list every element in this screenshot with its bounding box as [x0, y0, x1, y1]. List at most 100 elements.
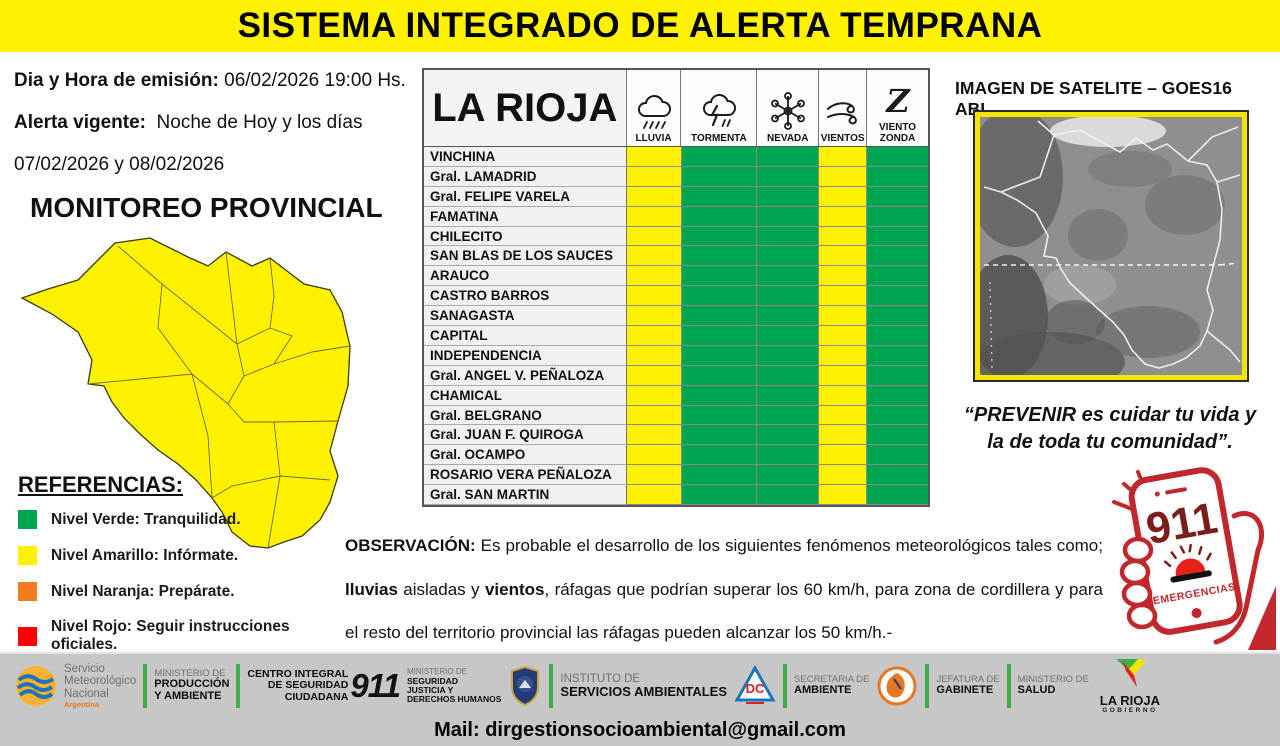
- smn-subtext: Argentina: [64, 699, 100, 709]
- alert-level-cell: [819, 365, 868, 386]
- legend-item: Nivel Amarillo: Infórmate.: [18, 546, 348, 565]
- column-label: LLUVIA: [635, 133, 672, 144]
- alert-level-cell: [867, 485, 928, 506]
- alert-level-cell: [819, 445, 868, 466]
- alert-level-cell: [819, 186, 868, 207]
- table-row: CHAMICAL: [424, 385, 928, 406]
- table-row: Gral. BELGRANO: [424, 405, 928, 426]
- alert-level-cell: [681, 206, 758, 227]
- alert-level-cell: [867, 425, 928, 446]
- svg-text:DC: DC: [746, 681, 765, 696]
- smn-text: Servicio: [64, 663, 105, 676]
- alert-level-cell: [757, 306, 820, 327]
- emission-line: Dia y Hora de emisión: 06/02/2026 19:00 …: [14, 70, 424, 92]
- alert-level-cell: [757, 186, 820, 207]
- province-map: [20, 237, 351, 549]
- alert-table-body: VINCHINA Gral. LAMADRID Gral. FELIPE VAREL…: [424, 147, 928, 506]
- alert-level-cell: [681, 485, 758, 506]
- alert-level-cell: [757, 465, 820, 486]
- alert-level-cell: [626, 306, 682, 327]
- legend-label: Nivel Amarillo: Infórmate.: [51, 546, 239, 564]
- department-name: FAMATINA: [424, 206, 627, 227]
- alert-level-cell: [757, 365, 820, 386]
- green-divider: [236, 664, 241, 708]
- jefatura-gabinete-block: JEFATURA DE GABINETE: [936, 673, 1000, 697]
- snowflake-icon: [770, 92, 805, 130]
- alert-level-cell: [819, 147, 868, 167]
- department-name: SANAGASTA: [424, 306, 627, 327]
- smn-icon: [16, 666, 56, 706]
- emission-label: Dia y Hora de emisión:: [14, 70, 219, 91]
- alert-level-cell: [819, 166, 868, 187]
- table-row: CAPITAL: [424, 326, 928, 346]
- green-divider: [783, 664, 788, 708]
- alert-level-cell: [867, 246, 928, 267]
- emission-value: 06/02/2026 19:00 Hs.: [224, 70, 406, 91]
- legend-color-swatch: [18, 510, 37, 529]
- alert-level-cell: [681, 425, 758, 446]
- alert-level-cell: [626, 445, 682, 466]
- department-name: CHAMICAL: [424, 385, 627, 406]
- alert-level-cell: [757, 385, 820, 406]
- legend-item: Nivel Naranja: Prepárate.: [18, 582, 348, 601]
- alert-level-cell: [626, 485, 682, 506]
- column-viento-zonda: Z VIENTO ZONDA: [867, 70, 928, 146]
- legend-color-swatch: [18, 626, 37, 646]
- alert-level-cell: [867, 186, 928, 207]
- table-row: Gral. SAN MARTIN: [424, 485, 928, 506]
- alert-dates: 07/02/2026 y 08/02/2026: [14, 154, 225, 175]
- alert-level-cell: [757, 405, 820, 426]
- table-row: SAN BLAS DE LOS SAUCES: [424, 246, 928, 267]
- alert-level-cell: [626, 385, 682, 406]
- department-name: SAN BLAS DE LOS SAUCES: [424, 246, 627, 267]
- emergency-number: 911: [1143, 493, 1221, 554]
- legend-label: Nivel Naranja: Prepárate.: [51, 582, 235, 600]
- alert-level-cell: [757, 147, 820, 167]
- alert-level-cell: [626, 405, 682, 426]
- column-label: VIENTOS: [820, 133, 865, 144]
- legend-item: Nivel Rojo: Seguir instrucciones oficial…: [18, 618, 348, 654]
- alert-level-cell: [819, 226, 868, 247]
- alert-level-cell: [867, 206, 928, 227]
- table-row: ARAUCO: [424, 266, 928, 287]
- department-name: Gral. BELGRANO: [424, 405, 627, 426]
- green-divider: [549, 664, 554, 708]
- alert-level-cell: [681, 147, 758, 167]
- department-borders: [87, 245, 351, 549]
- alert-level-cell: [867, 226, 928, 247]
- alert-level-cell: [681, 286, 758, 307]
- column-vientos: VIENTOS: [819, 70, 868, 146]
- alert-level-cell: [757, 246, 820, 267]
- alert-level-cell: [626, 365, 682, 386]
- department-name: Gral. JUAN F. QUIROGA: [424, 425, 627, 446]
- department-name: CHILECITO: [424, 226, 627, 247]
- alert-level-cell: [757, 166, 820, 187]
- alert-level-cell: [681, 345, 758, 366]
- table-row: SANAGASTA: [424, 306, 928, 327]
- alert-line: Alerta vigente: Noche de Hoy y los días: [14, 112, 424, 134]
- alert-level-cell: [757, 445, 820, 466]
- green-divider: [925, 664, 930, 708]
- sleeve-shape: [1248, 586, 1276, 650]
- references-title: REFERENCIAS:: [18, 472, 184, 497]
- alert-level-cell: [819, 246, 868, 267]
- alert-level-cell: [819, 485, 868, 506]
- la-rioja-gobierno-logo: LA RIOJA GOBIERNO: [1100, 658, 1160, 714]
- department-name: Gral. SAN MARTIN: [424, 485, 627, 506]
- department-name: INDEPENDENCIA: [424, 345, 627, 366]
- column-nevada: NEVADA: [757, 70, 820, 146]
- alert-level-cell: [681, 465, 758, 486]
- alert-value: Noche de Hoy y los días: [156, 112, 363, 133]
- smn-text: Meteorológico: [64, 675, 137, 688]
- legend-label: Nivel Rojo: Seguir instrucciones oficial…: [51, 618, 290, 653]
- province-shape: [20, 237, 351, 549]
- department-name: CASTRO BARROS: [424, 286, 627, 307]
- alert-level-cell: [867, 345, 928, 366]
- alert-level-cell: [681, 326, 758, 346]
- quote-line-1: “PREVENIR es cuidar tu vida y: [963, 404, 1257, 426]
- department-name: Gral. FELIPE VARELA: [424, 186, 627, 207]
- department-name: Gral. OCAMPO: [424, 445, 627, 466]
- alert-table: LA RIOJA LLUVIA TORMENTA: [422, 68, 930, 508]
- department-name: CAPITAL: [424, 326, 627, 346]
- satellite-image: [967, 107, 1249, 392]
